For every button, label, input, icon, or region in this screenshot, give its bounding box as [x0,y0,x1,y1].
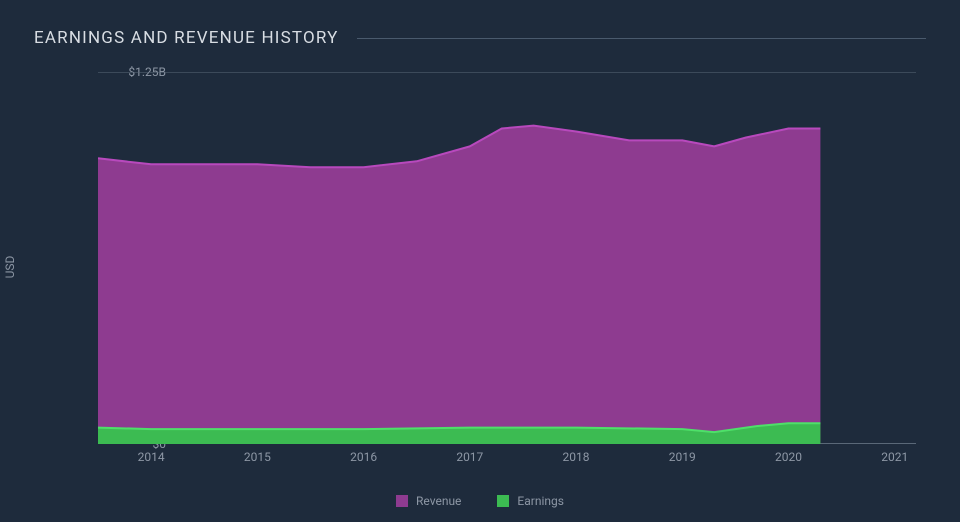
chart-area: USD $1.25B $0 20142015201620172018201920… [34,62,926,472]
y-axis-label: USD [3,256,17,279]
legend-swatch-revenue [396,495,408,507]
x-tick: 2015 [244,450,271,464]
x-tick: 2016 [350,450,377,464]
x-tick: 2018 [563,450,590,464]
plot-region [98,72,916,444]
title-divider [357,38,926,39]
chart-page: EARNINGS AND REVENUE HISTORY USD $1.25B … [0,0,960,522]
legend-label-revenue: Revenue [416,494,461,508]
legend-item-earnings: Earnings [497,494,564,508]
x-axis: 2014 2015 2016 2017 2018 2019 2020 2021 [98,450,916,468]
plot-svg [98,72,916,444]
legend-item-revenue: Revenue [396,494,461,508]
x-tick: 2017 [456,450,483,464]
x-tick: 2019 [669,450,696,464]
x-tick: 2014 [138,450,165,464]
x-tick: 2020 [775,450,802,464]
x-tick: 2021 [881,450,908,464]
legend: Revenue Earnings [0,494,960,508]
chart-title: EARNINGS AND REVENUE HISTORY [34,28,339,48]
legend-label-earnings: Earnings [517,494,564,508]
header-row: EARNINGS AND REVENUE HISTORY [34,28,926,48]
legend-swatch-earnings [497,495,509,507]
